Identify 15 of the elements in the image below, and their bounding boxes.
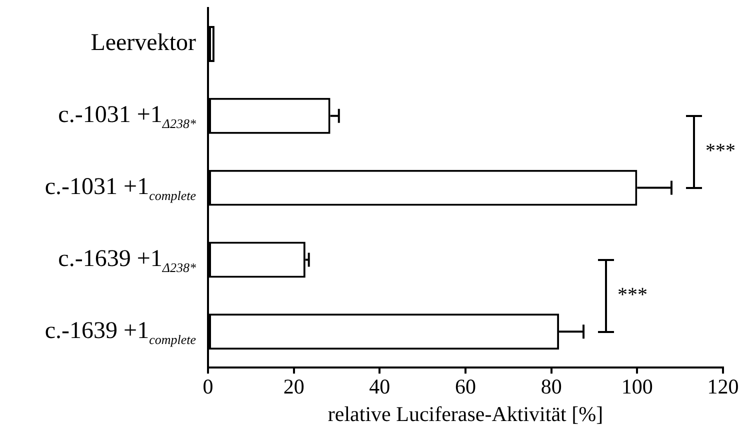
y-tick-label: c.-1639 +1$_{Δ238*}$ <box>58 244 196 277</box>
x-tick-label: 20 <box>283 374 304 399</box>
x-tick-label: 40 <box>369 374 390 399</box>
y-tick-label: c.-1031 +1$_{complete}$ <box>44 172 196 205</box>
x-tick-label: 100 <box>621 374 653 399</box>
x-tick-label: 120 <box>707 374 739 399</box>
annotation: *** <box>618 284 648 307</box>
x-axis-title: relative Luciferase-Aktivität [%] <box>328 402 604 426</box>
x-tick-label: 80 <box>540 374 562 399</box>
y-tick-label: Leervektor <box>90 28 196 58</box>
y-tick-label: c.-1031 +1$_{Δ238*}$ <box>58 100 196 133</box>
x-tick-label: 0 <box>202 374 214 399</box>
x-tick-label: 60 <box>455 374 476 399</box>
y-tick-label: c.-1639 +1$_{complete}$ <box>44 316 196 349</box>
annotation: *** <box>706 140 736 163</box>
